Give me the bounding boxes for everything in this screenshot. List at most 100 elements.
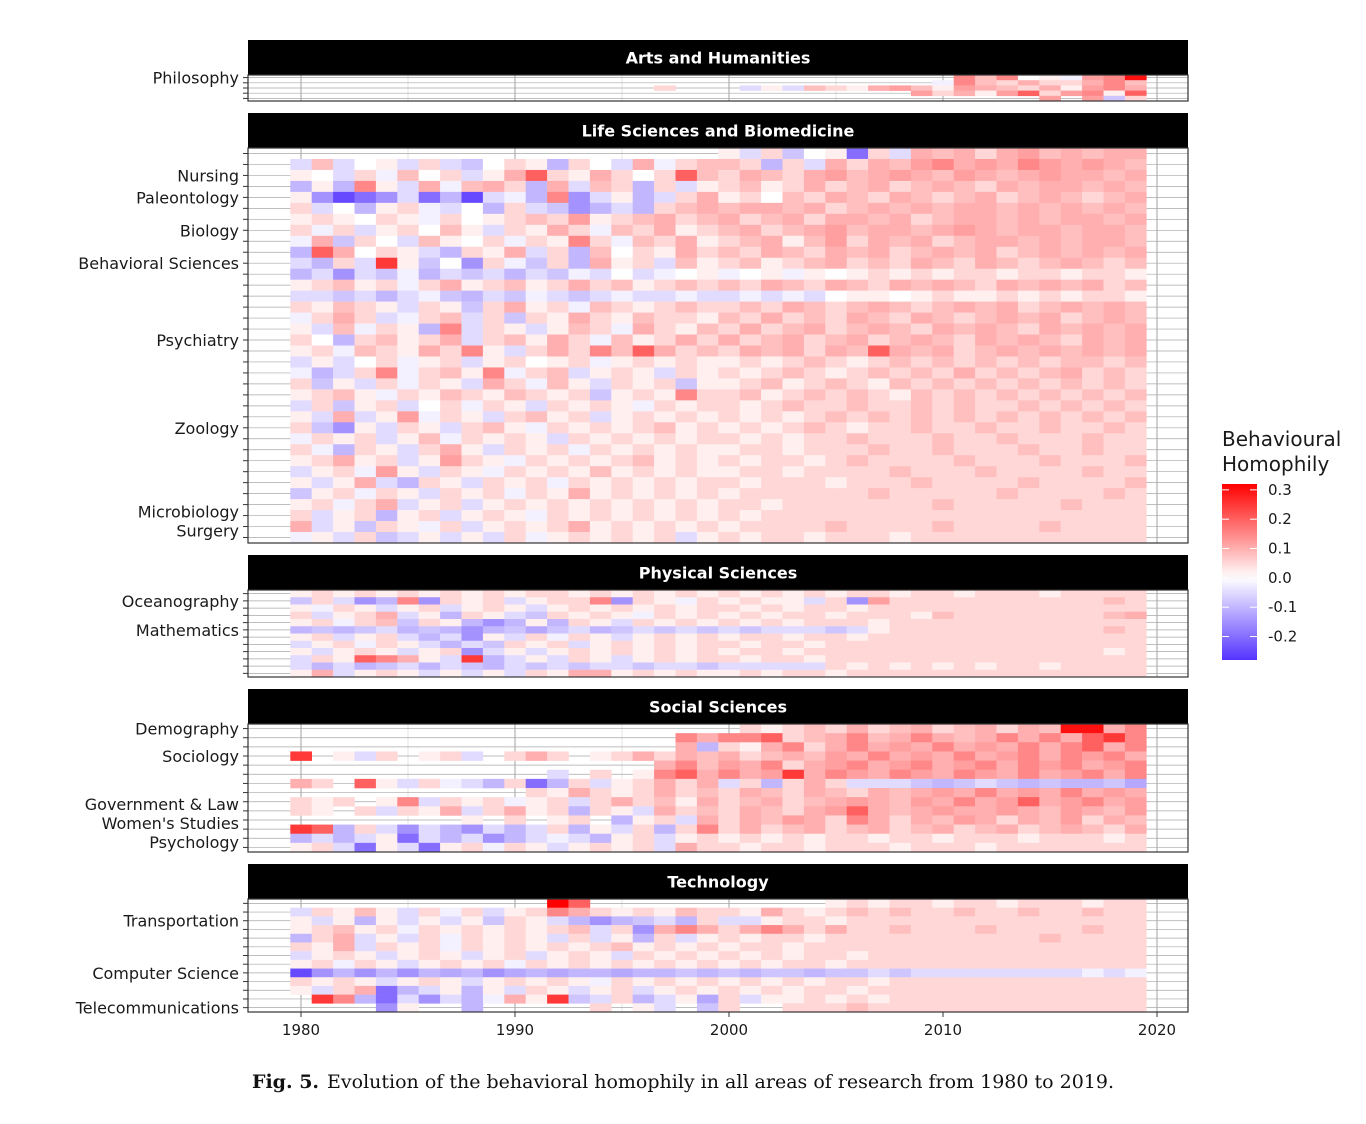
heatmap-cell bbox=[654, 191, 676, 204]
heatmap-cell bbox=[846, 815, 869, 825]
heatmap-cell bbox=[418, 367, 441, 379]
y-tick-label: Women's Studies bbox=[102, 814, 239, 833]
heatmap-cell bbox=[996, 833, 1019, 844]
heatmap-cell bbox=[440, 378, 462, 390]
heatmap-cell bbox=[290, 655, 312, 663]
heatmap-cell bbox=[803, 532, 826, 544]
heatmap-cell bbox=[654, 411, 676, 423]
heatmap-cell bbox=[718, 951, 740, 961]
heatmap-cell bbox=[461, 977, 484, 987]
heatmap-cell bbox=[718, 611, 740, 620]
heatmap-cell bbox=[739, 477, 762, 489]
heatmap-cell bbox=[482, 158, 505, 171]
heatmap-cell bbox=[397, 235, 419, 248]
heatmap-cell bbox=[932, 477, 954, 489]
heatmap-cell bbox=[889, 769, 912, 780]
heatmap-cell bbox=[354, 611, 377, 620]
heatmap-cell bbox=[1017, 378, 1040, 390]
heatmap-cell bbox=[1039, 90, 1061, 97]
heatmap-cell bbox=[375, 488, 398, 500]
heatmap-cell bbox=[718, 389, 740, 401]
heatmap-cell bbox=[1103, 224, 1126, 237]
heatmap-cell bbox=[846, 933, 869, 943]
heatmap-cell bbox=[975, 422, 997, 434]
heatmap-cell bbox=[953, 521, 976, 533]
heatmap-cell bbox=[932, 323, 954, 335]
heatmap-cell bbox=[311, 951, 334, 961]
heatmap-cell bbox=[718, 815, 740, 825]
heatmap-cell bbox=[1039, 246, 1061, 259]
heatmap-cell bbox=[1124, 257, 1147, 269]
heatmap-cell bbox=[1124, 724, 1147, 734]
heatmap-cell bbox=[654, 367, 676, 379]
heatmap-cell bbox=[375, 455, 398, 467]
y-tick-label: Behavioral Sciences bbox=[78, 254, 239, 273]
heatmap-cell bbox=[504, 833, 526, 844]
facet-strip bbox=[248, 689, 1188, 724]
heatmap-cell bbox=[354, 290, 377, 302]
heatmap-cell bbox=[290, 951, 312, 961]
heatmap-cell bbox=[504, 312, 526, 324]
heatmap-cell bbox=[761, 444, 783, 456]
facet-panel: Social SciencesDemographySociologyGovern… bbox=[85, 689, 1189, 853]
heatmap-cell bbox=[290, 648, 312, 656]
heatmap-cell bbox=[803, 510, 826, 522]
heatmap-cell bbox=[482, 655, 505, 663]
heatmap-cell bbox=[1060, 389, 1083, 401]
heatmap-cell bbox=[846, 899, 869, 908]
heatmap-cell bbox=[1039, 942, 1061, 952]
heatmap-cell bbox=[354, 933, 377, 943]
heatmap-cell bbox=[333, 268, 355, 280]
heatmap-cell bbox=[654, 466, 676, 478]
heatmap-cell bbox=[739, 959, 762, 969]
heatmap-cell bbox=[482, 968, 505, 978]
heatmap-cell bbox=[611, 334, 633, 346]
heatmap-cell bbox=[761, 488, 783, 500]
heatmap-cell bbox=[868, 246, 890, 259]
heatmap-cell bbox=[611, 378, 633, 390]
heatmap-cell bbox=[953, 751, 976, 761]
heatmap-cell bbox=[718, 977, 740, 987]
heatmap-cell bbox=[1060, 626, 1083, 634]
heatmap-cell bbox=[461, 669, 484, 678]
heatmap-cell bbox=[761, 916, 783, 926]
heatmap-cell bbox=[632, 356, 655, 368]
heatmap-cell bbox=[440, 619, 462, 627]
heatmap-cell bbox=[996, 806, 1019, 816]
heatmap-cell bbox=[654, 246, 676, 259]
heatmap-cell bbox=[675, 916, 698, 926]
heatmap-cell bbox=[910, 788, 933, 798]
heatmap-cell bbox=[1103, 916, 1126, 926]
heatmap-cell bbox=[1103, 778, 1126, 789]
heatmap-cell bbox=[1124, 942, 1147, 952]
heatmap-cell bbox=[375, 590, 398, 598]
heatmap-cell bbox=[868, 655, 890, 663]
heatmap-cell bbox=[803, 422, 826, 434]
heatmap-cell bbox=[1124, 268, 1147, 280]
heatmap-cell bbox=[953, 662, 976, 671]
heatmap-cell bbox=[1060, 951, 1083, 961]
heatmap-cell bbox=[611, 444, 633, 456]
heatmap-cell bbox=[761, 733, 783, 743]
heatmap-cell bbox=[311, 521, 334, 533]
heatmap-cell bbox=[1039, 597, 1061, 605]
heatmap-cell bbox=[846, 279, 869, 291]
heatmap-cell bbox=[397, 942, 419, 952]
heatmap-cell bbox=[525, 477, 548, 489]
heatmap-cell bbox=[1124, 85, 1147, 91]
heatmap-cell bbox=[333, 751, 355, 761]
panel-border bbox=[247, 147, 1189, 544]
heatmap-cell bbox=[1082, 933, 1104, 943]
heatmap-cell bbox=[996, 356, 1019, 368]
heatmap-cell bbox=[975, 268, 997, 280]
heatmap-cell bbox=[889, 158, 912, 171]
heatmap-cell bbox=[440, 977, 462, 987]
heatmap-cell bbox=[333, 323, 355, 335]
heatmap-cell bbox=[1039, 180, 1061, 193]
heatmap-cell bbox=[889, 334, 912, 346]
heatmap-cell bbox=[290, 477, 312, 489]
heatmap-cell bbox=[547, 597, 569, 605]
heatmap-cell bbox=[761, 778, 783, 789]
heatmap-cell bbox=[761, 842, 783, 853]
heatmap-cell bbox=[975, 833, 997, 844]
